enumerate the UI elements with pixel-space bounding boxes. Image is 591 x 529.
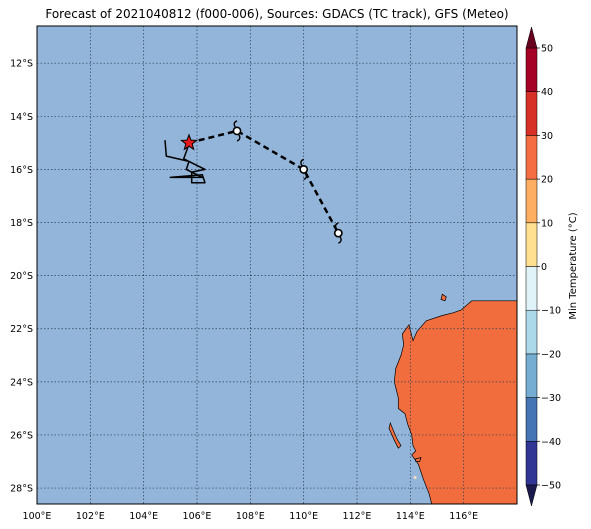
colorbar-bin [525,397,538,442]
lat-tick-label: 24°S [10,377,33,388]
forecast-track-line [188,129,340,234]
grid-lines [37,26,517,504]
star-icon [180,133,198,151]
colorbar-bin [525,441,538,486]
cyclone-icon [232,120,242,142]
colorbar-tick-label: 10 [541,218,553,229]
colorbar-bin [525,178,538,224]
lat-tick-label: 20°S [10,271,33,282]
map-panel: 100°E 102°E 104°E 106°E 108°E 110°E 112°E 114°E… [10,25,518,522]
colorbar-tick-label: 40 [541,87,553,98]
lon-tick-label: 100°E [23,511,52,522]
colorbar-tick-label: −20 [541,349,561,360]
past-track-line [164,140,206,184]
lon-tick-label: 106°E [183,511,212,522]
figure-title: Forecast of 2021040812 (f000-006), Sourc… [45,7,508,21]
colorbar-max-extend [525,26,538,49]
lon-tick-label: 102°E [76,511,105,522]
lon-tick-label: 112°E [343,511,372,522]
colorbar-tick-label: 30 [541,131,553,142]
colorbar-bin [525,309,538,355]
cyclone-icon [333,222,343,244]
colorbar-min-extend [525,484,538,507]
colorbar-bin [525,266,538,311]
colorbar-bin [525,353,538,398]
island [415,456,422,462]
colorbar-tick-label: 0 [541,262,547,273]
colorbar-label: Min Temperature (°C) [568,212,579,319]
lat-tick-label: 18°S [10,218,33,229]
colorbar-bin [525,222,538,267]
lon-tick-label: 104°E [129,511,158,522]
island [388,421,402,449]
island [440,293,447,302]
colorbar: 50 40 30 20 10 0 −10 −20 −30 −40 −50 Min Temperatu… [525,26,579,507]
cyclone-icon [299,158,309,181]
lat-tick-label: 16°S [10,165,33,176]
colorbar-tick-label: −50 [541,481,561,492]
colorbar-tick-label: 20 [541,175,553,186]
colorbar-bin [525,91,538,136]
lat-tick-label: 14°S [10,112,33,123]
lat-tick-label: 22°S [10,324,33,335]
colorbar-bin [525,135,538,180]
lon-tick-label: 108°E [236,511,265,522]
lat-tick-label: 28°S [10,484,33,495]
inland-water [413,475,417,479]
colorbar-tick-label: −40 [541,437,561,448]
colorbar-bin [525,47,538,92]
map-frame [36,25,518,505]
colorbar-tick-label: −10 [541,306,561,317]
colorbar-tick-label: 50 [541,44,553,55]
lat-tick-label: 12°S [10,59,33,70]
colorbar-tick-label: −30 [541,393,561,404]
lon-tick-label: 110°E [289,511,318,522]
lon-tick-label: 116°E [449,511,478,522]
axis-tick-labels: 100°E 102°E 104°E 106°E 108°E 110°E 112°E 114°E… [10,59,478,522]
cyclone-track-layer [164,120,343,244]
colorbar-bins: 50 40 30 20 10 0 −10 −20 −30 −40 −50 [525,26,561,507]
lat-tick-label: 26°S [10,430,33,441]
lon-tick-label: 114°E [396,511,425,522]
